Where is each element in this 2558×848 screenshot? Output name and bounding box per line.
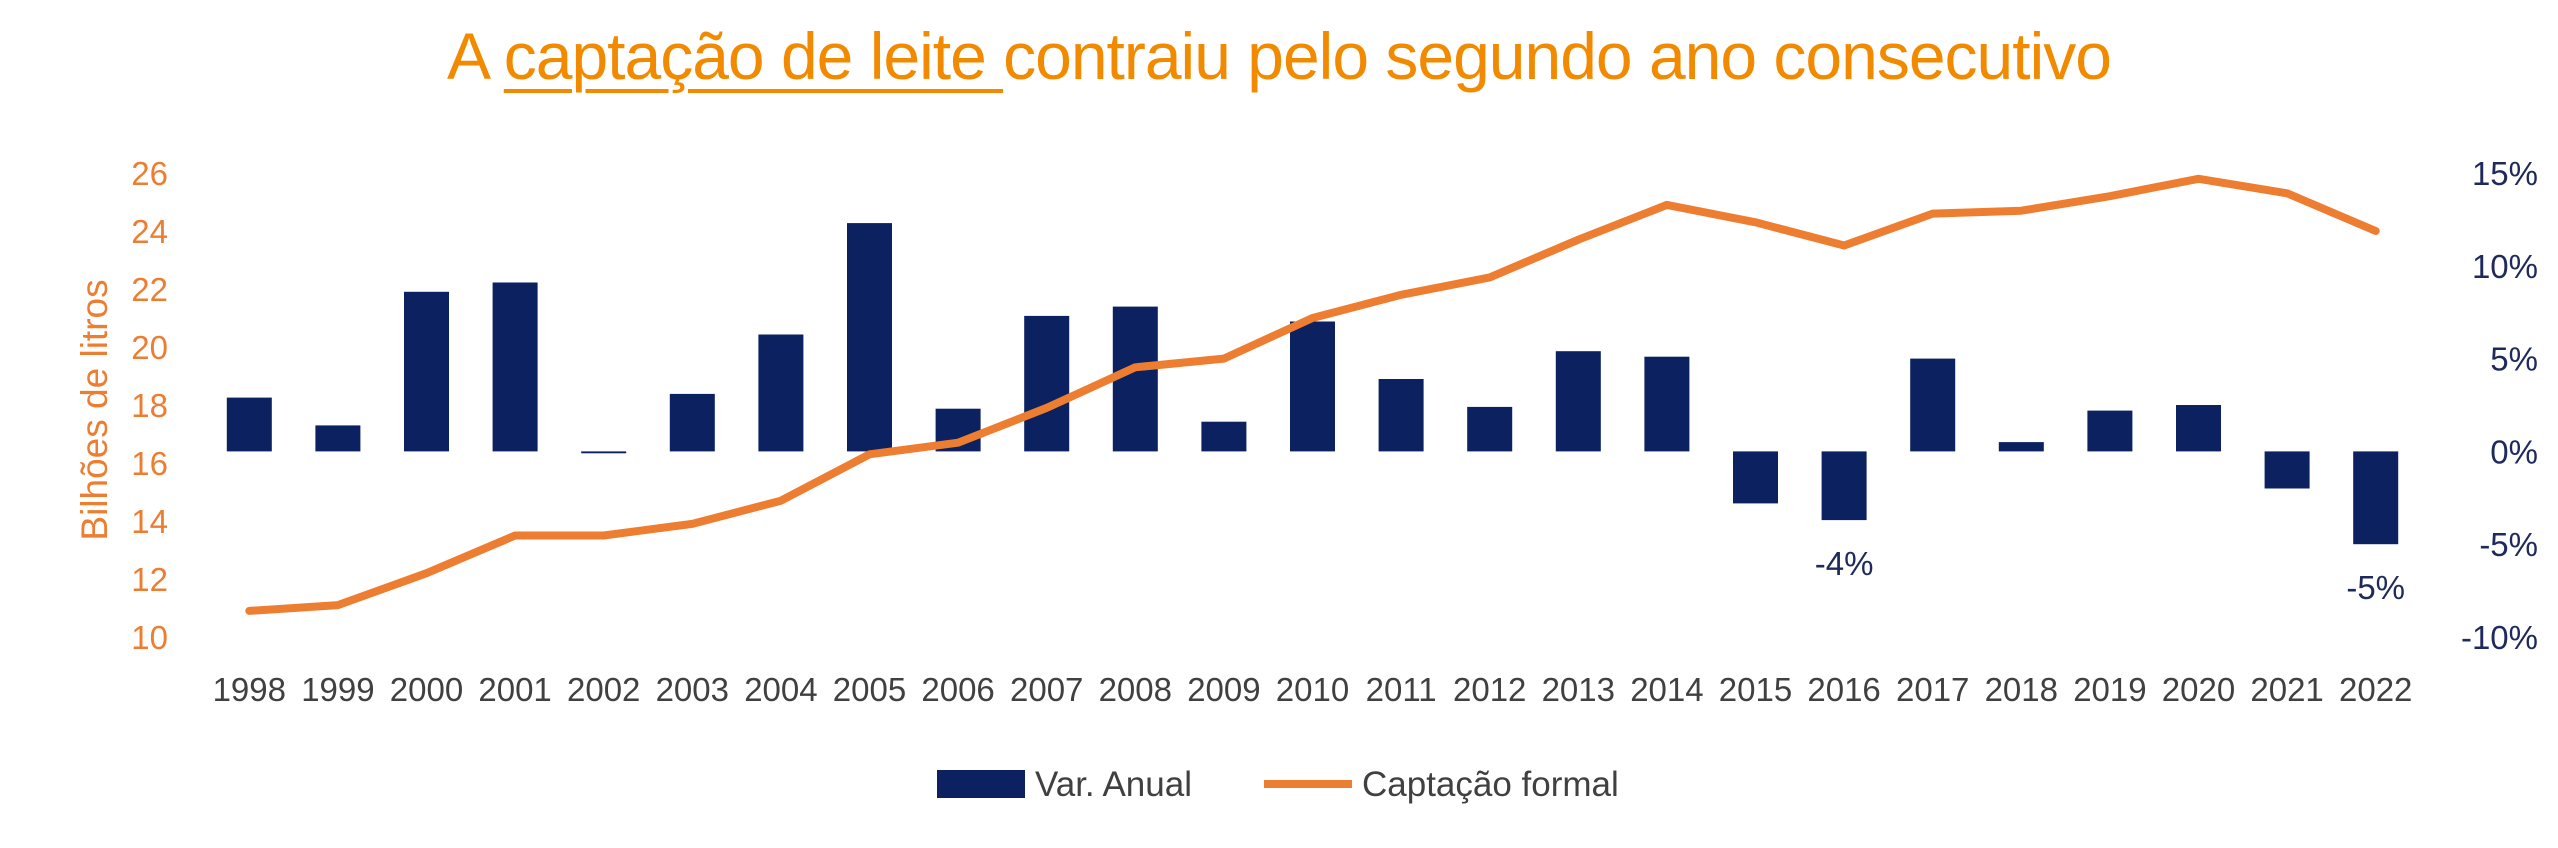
left-tick-26: 26: [131, 155, 168, 192]
bar-2007: [1024, 315, 1070, 452]
bar-2004: [758, 334, 804, 452]
right-axis-ticks: -10% -5% 0% 5% 10% 15%: [2461, 155, 2538, 656]
legend: Var. Anual Captação formal: [937, 765, 1619, 804]
bar-2016: [1821, 451, 1867, 521]
data-label-2016: -4%: [1815, 545, 1874, 582]
x-tick-2006: 2006: [921, 671, 994, 708]
x-tick-2003: 2003: [656, 671, 729, 708]
right-tick-0pct: 0%: [2490, 433, 2538, 470]
bar-2019: [2087, 410, 2133, 452]
x-tick-2015: 2015: [1719, 671, 1792, 708]
x-axis-ticks: 1998 1999 2000 2001 2002 2003 2004 2005 2006 2007…: [213, 671, 2413, 708]
left-tick-12: 12: [131, 561, 168, 598]
x-tick-2014: 2014: [1630, 671, 1703, 708]
x-tick-2021: 2021: [2250, 671, 2323, 708]
x-tick-2010: 2010: [1276, 671, 1349, 708]
data-label-2022: -5%: [2346, 569, 2405, 606]
left-tick-24: 24: [131, 213, 168, 250]
x-tick-2019: 2019: [2073, 671, 2146, 708]
bar-2008: [1112, 306, 1158, 452]
line-captacao-formal: [245, 174, 2380, 615]
bar-2022: [2353, 451, 2399, 545]
title-underlined: captação de leite: [503, 19, 1004, 93]
left-tick-16: 16: [131, 445, 168, 482]
bar-2001: [492, 282, 538, 452]
bar-2009: [1201, 421, 1247, 452]
legend-label-bars: Var. Anual: [1035, 765, 1192, 804]
left-tick-18: 18: [131, 387, 168, 424]
right-tick-5pct: 5%: [2490, 341, 2538, 378]
right-tick--5pct: -5%: [2479, 526, 2538, 563]
x-tick-2016: 2016: [1807, 671, 1880, 708]
x-tick-2007: 2007: [1010, 671, 1083, 708]
left-tick-20: 20: [131, 329, 168, 366]
bar-2020: [2176, 405, 2221, 452]
left-tick-10: 10: [131, 619, 168, 656]
bar-2003: [669, 393, 715, 452]
bar-2021: [2264, 451, 2310, 489]
bar-2017: [1910, 358, 1956, 452]
bar-2011: [1378, 379, 1424, 452]
left-tick-22: 22: [131, 271, 168, 308]
bar-1998: [226, 397, 272, 452]
title-prefix: A: [447, 19, 504, 93]
chart-title: A captação de leite contraiu pelo segund…: [0, 18, 2558, 94]
x-tick-2000: 2000: [390, 671, 463, 708]
x-tick-2022: 2022: [2339, 671, 2412, 708]
x-tick-1998: 1998: [213, 671, 286, 708]
bars-layer: [226, 223, 2399, 545]
left-tick-14: 14: [131, 503, 168, 540]
bar-2005: [847, 223, 892, 452]
legend-label-line: Captação formal: [1362, 765, 1619, 804]
bar-2002: [581, 451, 627, 454]
x-tick-2013: 2013: [1542, 671, 1615, 708]
x-tick-2018: 2018: [1985, 671, 2058, 708]
bar-2014: [1644, 356, 1690, 452]
left-axis-ticks: 10 12 14 16 18 20 22 24 26: [131, 155, 168, 656]
bar-2012: [1467, 406, 1513, 452]
line-layer: [245, 174, 2380, 615]
x-tick-2012: 2012: [1453, 671, 1526, 708]
bar-2018: [1998, 442, 2044, 452]
bar-2013: [1555, 351, 1601, 452]
left-axis-title: Bilhões de litros: [74, 279, 115, 540]
x-tick-2001: 2001: [478, 671, 551, 708]
annotations-layer: -4% -5%: [1815, 545, 2405, 606]
right-tick-15pct: 15%: [2472, 155, 2538, 192]
x-tick-2009: 2009: [1187, 671, 1260, 708]
x-tick-2005: 2005: [833, 671, 906, 708]
right-tick--10pct: -10%: [2461, 619, 2538, 656]
x-tick-2020: 2020: [2162, 671, 2235, 708]
x-tick-2002: 2002: [567, 671, 640, 708]
title-suffix: contraiu pelo segundo ano consecutivo: [1003, 19, 2112, 93]
x-tick-2008: 2008: [1099, 671, 1172, 708]
x-tick-2017: 2017: [1896, 671, 1969, 708]
bar-2010: [1290, 321, 1335, 452]
bar-2000: [404, 291, 449, 452]
right-tick-10pct: 10%: [2472, 248, 2538, 285]
legend-swatch-bars: [937, 770, 1025, 798]
x-tick-2004: 2004: [744, 671, 817, 708]
bar-2015: [1733, 451, 1778, 504]
bar-1999: [315, 425, 361, 452]
x-tick-1999: 1999: [301, 671, 374, 708]
x-tick-2011: 2011: [1366, 671, 1437, 708]
